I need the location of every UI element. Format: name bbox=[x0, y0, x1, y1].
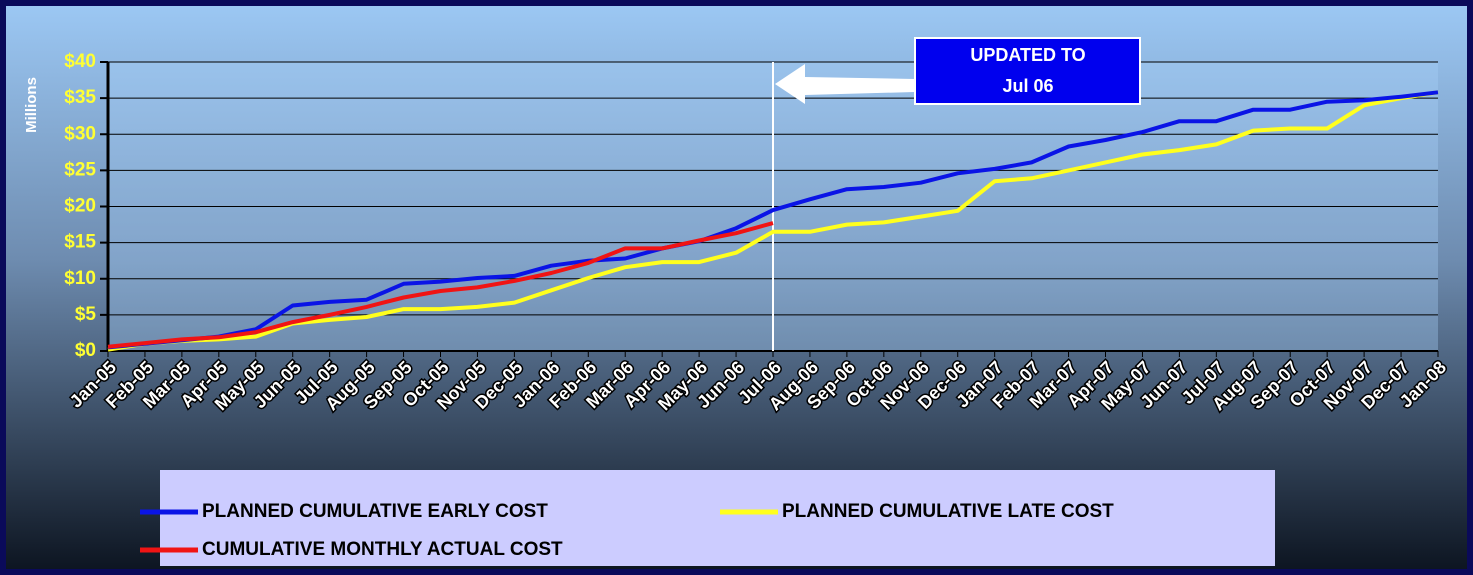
annotation-arrow bbox=[775, 64, 915, 104]
series-line bbox=[107, 90, 1439, 352]
legend-label: PLANNED CUMULATIVE LATE COST bbox=[782, 501, 1114, 522]
series-line bbox=[107, 221, 774, 349]
y-tick-label: $30 bbox=[64, 123, 96, 144]
legend-label: CUMULATIVE MONTHLY ACTUAL COST bbox=[202, 539, 563, 560]
annotation-text: UPDATED TO bbox=[970, 45, 1085, 65]
series-line bbox=[107, 90, 1439, 350]
y-tick-label: $5 bbox=[75, 304, 97, 325]
y-tick-label: $10 bbox=[64, 268, 96, 289]
y-axis-title: Millions bbox=[23, 77, 40, 133]
lines bbox=[107, 90, 1439, 352]
legend-label: PLANNED CUMULATIVE EARLY COST bbox=[202, 501, 548, 522]
y-tick-label: $35 bbox=[64, 87, 96, 108]
y-tick-label: $20 bbox=[64, 196, 96, 217]
y-tick-label: $25 bbox=[64, 159, 96, 180]
y-tick-label: $0 bbox=[75, 340, 96, 361]
y-tick-label: $40 bbox=[64, 51, 96, 72]
annotation: UPDATED TO Jul 06 bbox=[775, 37, 1141, 105]
y-tick-label: $15 bbox=[64, 232, 96, 253]
legend-box bbox=[160, 470, 1275, 566]
annotation-text: Jul 06 bbox=[1002, 76, 1053, 96]
annotation-box bbox=[914, 37, 1141, 105]
